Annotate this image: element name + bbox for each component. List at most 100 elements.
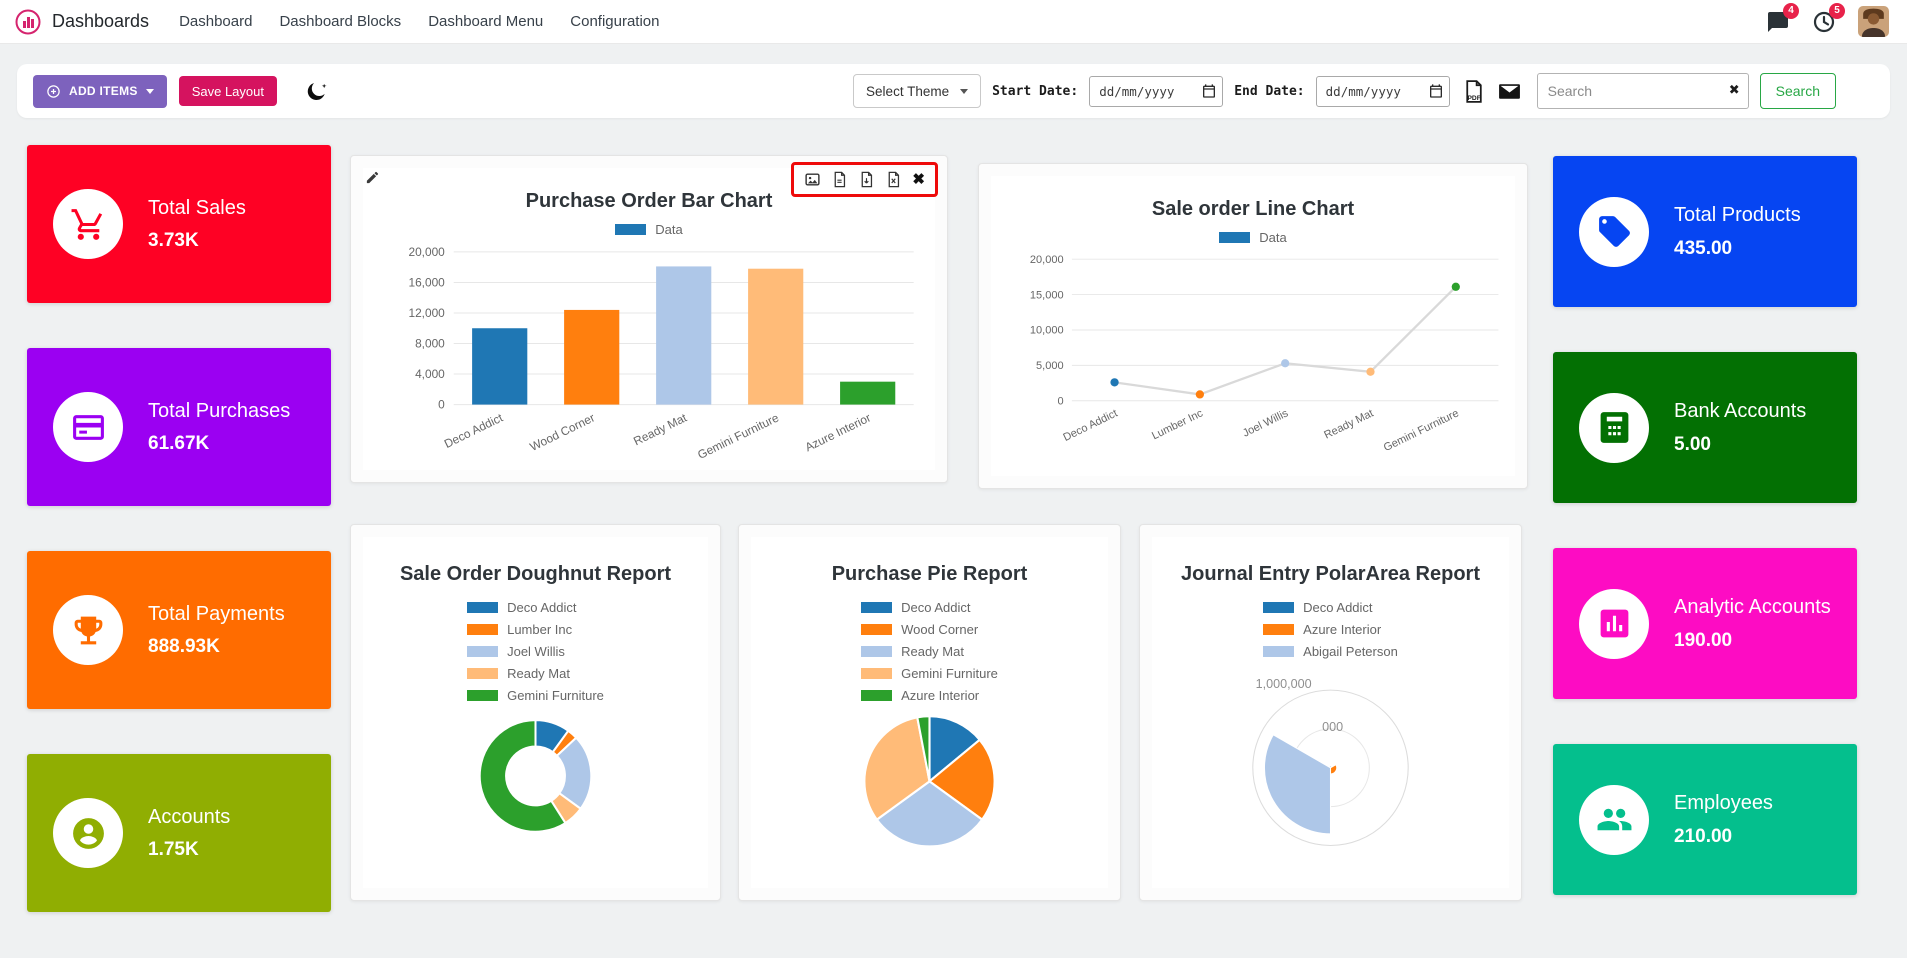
kpi-value: 5.00 [1674, 433, 1711, 455]
end-date-input[interactable] [1315, 75, 1450, 107]
export-pdf-icon[interactable]: PDF [1461, 79, 1486, 104]
legend-item[interactable]: Deco Addict [1263, 600, 1373, 615]
export-csv-icon[interactable] [858, 171, 875, 188]
chart-card-purchase-pie: Purchase Pie Report Deco Addict Wood Corn… [738, 524, 1121, 901]
kpi-accounts[interactable]: Accounts 1.75K [27, 754, 331, 912]
chart-title: Sale order Line Chart [1151, 198, 1355, 220]
chart-title: Purchase Pie Report [831, 563, 1028, 585]
legend-label: Deco Addict [901, 600, 971, 615]
legend-item[interactable]: Ready Mat [861, 644, 964, 659]
chart-title: Sale Order Doughnut Report [399, 563, 672, 585]
activities-icon[interactable]: 5 [1812, 2, 1845, 34]
legend-swatch [861, 668, 893, 679]
svg-text:Joel Willis: Joel Willis [1241, 407, 1291, 439]
kpi-total-purchases[interactable]: Total Purchases 61.67K [27, 348, 331, 506]
start-date-field [1089, 75, 1224, 107]
messages-icon[interactable]: 4 [1766, 2, 1799, 34]
credit-card-icon [53, 392, 123, 462]
clear-search-icon[interactable]: ✖ [1728, 82, 1740, 97]
kpi-title: Total Sales [148, 196, 246, 219]
chart-card-journal-polararea: Journal Entry PolarArea Report Deco Addi… [1139, 524, 1522, 901]
legend-item[interactable]: Data [615, 222, 683, 237]
legend-item[interactable]: Lumber Inc [467, 622, 572, 637]
search-input[interactable] [1536, 73, 1749, 109]
kpi-value: 61.67K [148, 433, 210, 455]
app-title[interactable]: Dashboards [52, 11, 150, 31]
purchase-pie-chart[interactable] [751, 711, 1108, 852]
kpi-analytic-accounts[interactable]: Analytic Accounts 190.00 [1553, 548, 1857, 699]
chart-card-purchase-order-bar: ✖ Purchase Order Bar Chart Data 0 4,000 8,… [350, 155, 948, 483]
legend-label: Deco Addict [507, 600, 577, 615]
svg-text:Ready Mat: Ready Mat [631, 410, 689, 448]
kpi-total-sales[interactable]: Total Sales 3.73K [27, 145, 331, 303]
svg-text:Wood Corner: Wood Corner [528, 411, 597, 454]
kpi-bank-accounts[interactable]: Bank Accounts 5.00 [1553, 352, 1857, 503]
svg-text:20,000: 20,000 [408, 245, 445, 259]
export-excel-icon[interactable] [885, 171, 902, 188]
legend-label: Abigail Peterson [1303, 644, 1398, 659]
kpi-title: Total Products [1674, 204, 1801, 227]
purchase-order-bar-chart[interactable]: 0 4,000 8,000 12,000 16,000 20,000 Deco Addict… [363, 242, 935, 470]
kpi-total-payments[interactable]: Total Payments 888.93K [27, 551, 331, 709]
legend-item[interactable]: Deco Addict [467, 600, 576, 615]
legend-item[interactable]: Wood Corner [861, 622, 978, 637]
kpi-title: Total Purchases [148, 399, 291, 422]
export-pdf-icon[interactable] [831, 171, 848, 188]
legend-swatch [1263, 646, 1295, 657]
kpi-value: 1.75K [148, 839, 199, 861]
legend-item[interactable]: Data [1219, 230, 1287, 245]
svg-text:5,000: 5,000 [1036, 360, 1064, 372]
shopping-cart-icon [53, 189, 123, 259]
legend-item[interactable]: Gemini Furniture [467, 688, 604, 703]
legend-item[interactable]: Gemini Furniture [861, 666, 998, 681]
legend-item[interactable]: Deco Addict [861, 600, 970, 615]
top-navbar: Dashboards Dashboard Dashboard Blocks Da… [0, 0, 1907, 44]
legend-swatch [1263, 602, 1295, 613]
sale-order-doughnut-chart[interactable] [363, 711, 708, 843]
legend-label: Azure Interior [901, 688, 980, 703]
caret-down-icon [145, 88, 154, 94]
user-avatar[interactable] [1858, 6, 1889, 37]
legend-swatch [615, 224, 647, 235]
svg-text:Gemini Furniture: Gemini Furniture [695, 410, 781, 462]
chart-title: Purchase Order Bar Chart [525, 190, 773, 212]
users-icon [1579, 784, 1649, 855]
svg-text:4,000: 4,000 [415, 367, 445, 381]
kpi-total-products[interactable]: Total Products 435.00 [1553, 156, 1857, 307]
start-date-input[interactable] [1089, 75, 1224, 107]
send-mail-icon[interactable] [1497, 79, 1522, 104]
legend-item[interactable]: Abigail Peterson [1263, 644, 1398, 659]
kpi-title: Employees [1674, 792, 1773, 815]
user-circle-icon [53, 798, 123, 868]
kpi-employees[interactable]: Employees 210.00 [1553, 744, 1857, 895]
export-image-icon[interactable] [804, 171, 821, 188]
svg-text:Lumber Inc: Lumber Inc [1150, 407, 1205, 442]
legend-label: Azure Interior [1303, 622, 1382, 637]
legend-item[interactable]: Azure Interior [1263, 622, 1381, 637]
edit-icon[interactable] [365, 170, 380, 185]
legend-label: Wood Corner [901, 622, 979, 637]
svg-text:Ready Mat: Ready Mat [1322, 407, 1375, 441]
sale-order-line-chart[interactable]: 0 5,000 10,000 15,000 20,000 Deco Addict Lumbe… [991, 250, 1515, 461]
kpi-value: 435.00 [1674, 237, 1733, 259]
add-items-button[interactable]: ADD ITEMS [33, 74, 167, 108]
kpi-column-left: Total Sales 3.73K Total Purchases 61.67K… [27, 145, 331, 912]
export-highlight-box: ✖ [791, 162, 938, 197]
legend-item[interactable]: Joel Willis [467, 644, 565, 659]
add-items-label: ADD ITEMS [69, 84, 138, 98]
legend-item[interactable]: Azure Interior [861, 688, 979, 703]
journal-entry-polararea-chart[interactable]: 1,000,000 000 [1152, 667, 1509, 852]
close-icon[interactable]: ✖ [912, 170, 925, 188]
menu-item-dashboard[interactable]: Dashboard [179, 13, 253, 30]
menu-item-dashboard-menu[interactable]: Dashboard Menu [428, 13, 544, 30]
legend-item[interactable]: Ready Mat [467, 666, 570, 681]
app-logo-icon[interactable] [14, 8, 42, 36]
menu-item-dashboard-blocks[interactable]: Dashboard Blocks [279, 13, 402, 30]
dark-mode-toggle[interactable] [305, 80, 328, 103]
theme-select[interactable]: Select Theme [853, 74, 982, 108]
search-button[interactable]: Search [1759, 73, 1836, 109]
menu-item-configuration[interactable]: Configuration [570, 13, 660, 30]
save-layout-button[interactable]: Save Layout [178, 76, 277, 106]
svg-text:0: 0 [438, 398, 445, 412]
legend-swatch [1219, 232, 1251, 243]
